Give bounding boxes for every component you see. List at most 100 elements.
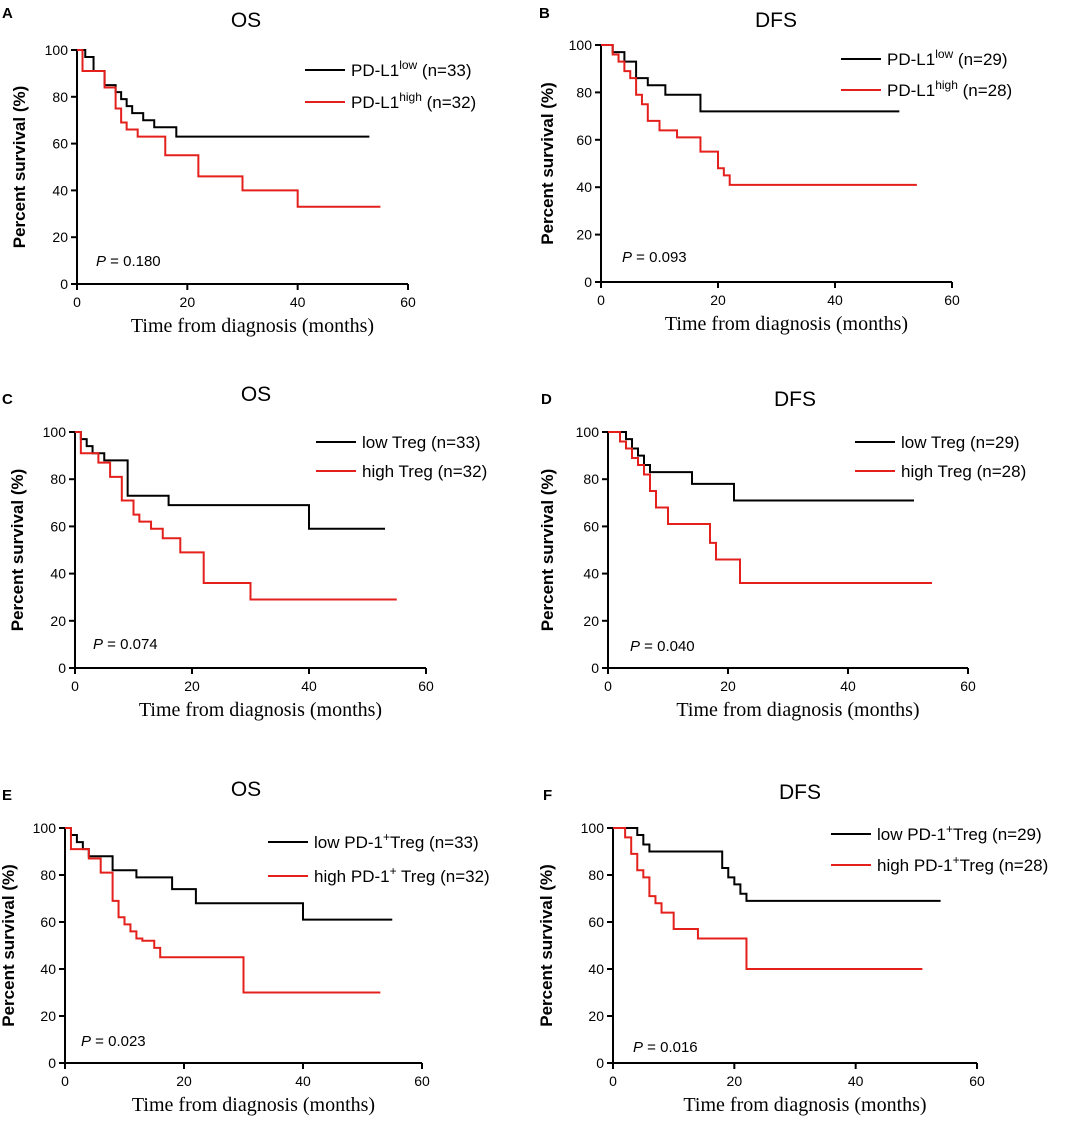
x-tick-label: 20 [727, 1073, 743, 1089]
y-tick-label: 40 [52, 182, 68, 198]
x-tick-label: 0 [597, 292, 605, 308]
survival-curve-low [77, 49, 370, 138]
legend-label: PD-L1low (n=29) [887, 47, 1008, 69]
y-axis-label: Percent survival (%) [0, 864, 18, 1027]
panel-title: DFS [774, 388, 816, 411]
survival-curve-low [613, 827, 941, 902]
x-tick-label: 60 [400, 294, 416, 310]
panel-e: E OS 0 20 40 60 80 100 0 20 40 60 Percent survival (… [0, 778, 490, 1116]
x-tick-label: 0 [604, 678, 612, 694]
panel-title: OS [231, 778, 261, 801]
x-axis-label: Time from diagnosis (months) [139, 699, 382, 721]
panel-d: D DFS 0 20 40 60 80 100 0 20 40 60 Percent survival … [538, 388, 1026, 721]
x-tick-label: 60 [414, 1073, 430, 1089]
x-tick-label: 40 [848, 1073, 864, 1089]
y-axis-label: Percent survival (%) [10, 86, 29, 249]
x-tick-label: 40 [295, 1073, 311, 1089]
y-tick-label: 80 [40, 867, 56, 883]
y-tick-label: 0 [48, 1055, 56, 1071]
survival-curve-high [601, 44, 917, 186]
y-tick-label: 0 [58, 660, 66, 676]
x-axis-label: Time from diagnosis (months) [683, 1094, 926, 1116]
x-tick-label: 20 [180, 294, 196, 310]
panel-title: OS [241, 383, 271, 406]
panel-title: DFS [755, 9, 797, 32]
y-tick-label: 60 [50, 518, 66, 534]
y-tick-label: 40 [50, 566, 66, 582]
p-value: P = 0.093 [622, 249, 687, 266]
panel-letter: B [539, 5, 550, 22]
survival-curve-low [65, 827, 393, 921]
y-tick-label: 60 [40, 914, 56, 930]
y-axis-label: Percent survival (%) [538, 469, 557, 632]
survival-curve-high [613, 827, 923, 970]
x-axis-label: Time from diagnosis (months) [665, 313, 908, 335]
y-tick-label: 60 [588, 914, 604, 930]
x-tick-label: 60 [960, 678, 976, 694]
p-value: P = 0.023 [81, 1033, 146, 1050]
y-tick-label: 0 [584, 274, 592, 290]
y-tick-label: 80 [52, 89, 68, 105]
x-tick-label: 0 [73, 294, 81, 310]
x-axis-label: Time from diagnosis (months) [131, 315, 374, 337]
legend-label: high PD-1+Treg (n=28) [877, 853, 1048, 875]
x-tick-label: 20 [710, 292, 726, 308]
legend-label: low Treg (n=29) [901, 433, 1020, 452]
y-tick-label: 0 [591, 660, 599, 676]
y-tick-label: 80 [576, 84, 592, 100]
y-tick-label: 40 [40, 961, 56, 977]
x-tick-label: 60 [969, 1073, 985, 1089]
y-tick-label: 20 [52, 229, 68, 245]
y-tick-label: 100 [581, 820, 605, 836]
legend-label: high Treg (n=32) [362, 462, 487, 481]
y-tick-label: 80 [588, 867, 604, 883]
panel-letter: E [2, 787, 12, 804]
survival-curve-high [77, 49, 381, 208]
y-tick-label: 20 [40, 1008, 56, 1024]
legend-label: low PD-1+Treg (n=33) [314, 830, 479, 852]
legend-label: PD-L1high (n=28) [887, 78, 1012, 100]
x-tick-label: 20 [720, 678, 736, 694]
panel-title: OS [231, 9, 261, 32]
x-tick-label: 20 [184, 678, 200, 694]
y-tick-label: 100 [569, 37, 593, 53]
legend-label: low PD-1+Treg (n=29) [877, 822, 1042, 844]
y-tick-label: 20 [588, 1008, 604, 1024]
x-tick-label: 0 [609, 1073, 617, 1089]
survival-curve-high [65, 827, 381, 994]
y-tick-label: 40 [583, 566, 599, 582]
legend-label: high Treg (n=28) [901, 462, 1026, 481]
panel-a: A OS 0 20 40 60 80 100 0 20 40 60 Percent survival (… [2, 5, 476, 337]
x-tick-label: 20 [176, 1073, 192, 1089]
panel-letter: C [2, 391, 13, 408]
y-tick-label: 100 [576, 424, 600, 440]
legend-label: PD-L1low (n=33) [351, 58, 472, 80]
y-tick-label: 40 [576, 179, 592, 195]
x-tick-label: 40 [840, 678, 856, 694]
panel-letter: F [543, 787, 552, 804]
y-tick-label: 100 [43, 424, 67, 440]
x-tick-label: 60 [418, 678, 434, 694]
x-tick-label: 0 [71, 678, 79, 694]
y-tick-label: 100 [33, 820, 57, 836]
y-tick-label: 20 [50, 613, 66, 629]
y-tick-label: 80 [50, 471, 66, 487]
y-axis-label: Percent survival (%) [537, 864, 556, 1027]
y-tick-label: 20 [576, 227, 592, 243]
panel-f: F DFS 0 20 40 60 80 100 0 20 40 60 Percent survival … [537, 781, 1048, 1116]
y-tick-label: 100 [45, 42, 69, 58]
legend-label: high PD-1+ Treg (n=32) [314, 864, 490, 886]
y-tick-label: 40 [588, 961, 604, 977]
y-tick-label: 20 [583, 613, 599, 629]
y-tick-label: 0 [60, 276, 68, 292]
survival-curve-low [601, 44, 900, 113]
panel-c: C OS 0 20 40 60 80 100 0 20 40 60 Percent survival (… [2, 383, 487, 721]
x-tick-label: 40 [301, 678, 317, 694]
p-value: P = 0.180 [96, 253, 161, 270]
panel-b: B DFS 0 20 40 60 80 100 0 20 40 60 Percent survival … [538, 5, 1012, 335]
x-tick-label: 60 [944, 292, 960, 308]
survival-curve-high [608, 431, 932, 585]
x-axis-label: Time from diagnosis (months) [132, 1094, 375, 1116]
y-tick-label: 60 [52, 136, 68, 152]
